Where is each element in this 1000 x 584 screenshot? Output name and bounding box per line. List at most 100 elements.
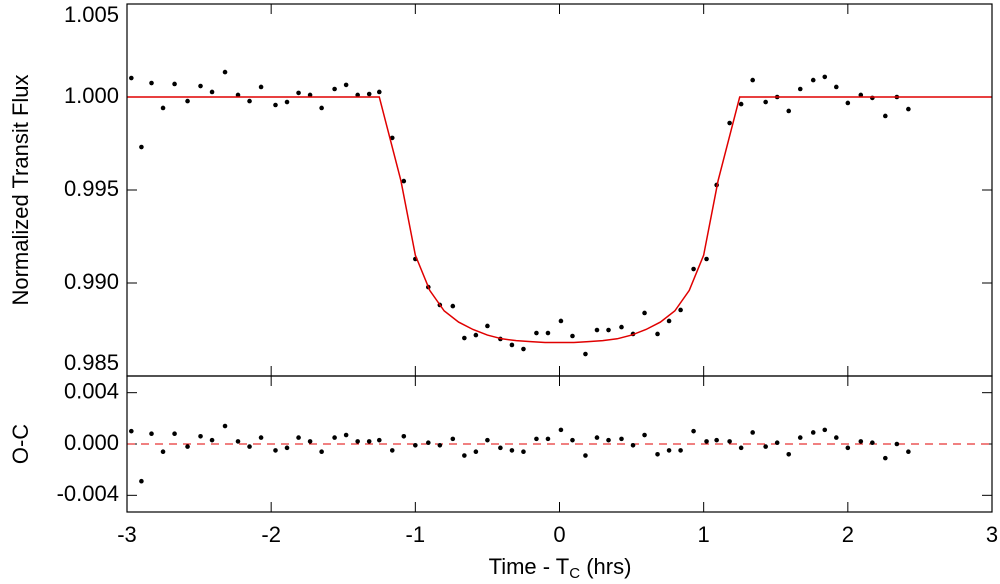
data-point xyxy=(185,444,190,449)
data-point xyxy=(570,333,575,339)
data-point xyxy=(485,437,490,443)
data-point xyxy=(666,318,672,324)
data-point xyxy=(450,303,456,309)
data-point xyxy=(583,453,588,458)
data-point xyxy=(545,436,551,442)
data-point xyxy=(797,86,803,92)
model-line xyxy=(127,96,992,344)
data-point xyxy=(894,441,900,447)
data-point xyxy=(834,84,839,90)
data-point xyxy=(247,98,252,104)
data-point xyxy=(883,113,888,119)
data-point xyxy=(498,445,503,451)
data-point xyxy=(160,105,166,111)
data-point xyxy=(284,445,290,451)
data-point xyxy=(307,92,313,98)
data-point xyxy=(606,327,611,333)
data-point xyxy=(222,423,228,429)
data-point xyxy=(426,440,431,446)
data-point xyxy=(355,439,360,444)
data-point xyxy=(149,431,154,437)
data-point xyxy=(845,100,851,106)
data-point xyxy=(198,83,203,89)
data-point xyxy=(678,448,683,453)
x-tick-label: -2 xyxy=(261,522,281,547)
data-point xyxy=(786,108,792,114)
data-point xyxy=(185,98,190,104)
data-point xyxy=(822,74,828,80)
y-axis-label: Normalized Transit Flux xyxy=(8,74,33,305)
y-tick-label: 0.004 xyxy=(64,378,119,403)
data-point xyxy=(534,330,539,336)
data-point xyxy=(558,318,564,324)
data-point xyxy=(149,80,154,86)
data-point xyxy=(763,99,768,105)
y-axis-label: O-C xyxy=(8,424,33,464)
data-point xyxy=(509,342,515,348)
y-tick-label: -0.004 xyxy=(57,481,119,506)
data-point xyxy=(437,442,443,448)
data-point xyxy=(139,478,144,484)
data-point xyxy=(606,437,611,443)
data-point xyxy=(473,449,479,454)
data-point xyxy=(366,439,372,444)
data-point xyxy=(750,430,755,435)
data-point xyxy=(343,82,349,88)
data-point xyxy=(738,445,744,451)
x-tick-label: -1 xyxy=(406,522,426,547)
data-point xyxy=(296,435,301,440)
data-point xyxy=(810,430,816,435)
data-point xyxy=(642,310,647,316)
data-point xyxy=(376,89,382,95)
data-point xyxy=(509,448,515,453)
data-point xyxy=(485,323,490,329)
data-point xyxy=(545,330,551,336)
data-point xyxy=(521,449,526,454)
data-point xyxy=(906,106,911,112)
data-point xyxy=(642,432,647,438)
y-tick-label: 0.995 xyxy=(64,176,119,201)
data-point xyxy=(858,439,864,444)
data-point xyxy=(209,89,215,95)
x-label-text: Time - T xyxy=(489,554,570,579)
data-point xyxy=(319,105,324,111)
data-point xyxy=(389,135,395,141)
x-tick-label: -3 xyxy=(117,522,137,547)
data-point xyxy=(401,178,407,184)
data-point xyxy=(319,449,324,454)
data-point xyxy=(594,327,600,333)
data-point xyxy=(763,444,768,449)
data-point xyxy=(160,449,166,454)
data-point xyxy=(462,453,467,458)
data-point xyxy=(413,442,418,448)
data-point xyxy=(786,451,792,457)
data-point xyxy=(738,101,744,107)
data-point xyxy=(666,448,672,453)
data-point xyxy=(343,432,349,438)
x-tick-label: 2 xyxy=(842,522,854,547)
data-point xyxy=(139,144,144,150)
x-tick-label: 0 xyxy=(553,522,565,547)
data-point xyxy=(534,436,539,442)
y-tick-label: 0.990 xyxy=(64,269,119,294)
data-point xyxy=(704,256,709,262)
y-tick-label: 1.000 xyxy=(64,83,119,108)
data-point xyxy=(376,437,382,443)
x-label-subscript: C xyxy=(569,565,580,582)
data-point xyxy=(845,445,851,451)
data-point xyxy=(774,440,780,446)
data-point xyxy=(129,428,134,434)
data-point xyxy=(655,331,660,337)
data-point xyxy=(401,434,407,439)
x-tick-label: 1 xyxy=(698,522,710,547)
data-point xyxy=(834,435,839,440)
data-point xyxy=(558,427,564,433)
data-point xyxy=(366,91,372,97)
data-point xyxy=(704,439,709,444)
data-point xyxy=(450,436,456,442)
data-point xyxy=(810,77,816,83)
data-point xyxy=(355,92,360,98)
data-point xyxy=(332,435,337,440)
data-point xyxy=(172,431,177,437)
